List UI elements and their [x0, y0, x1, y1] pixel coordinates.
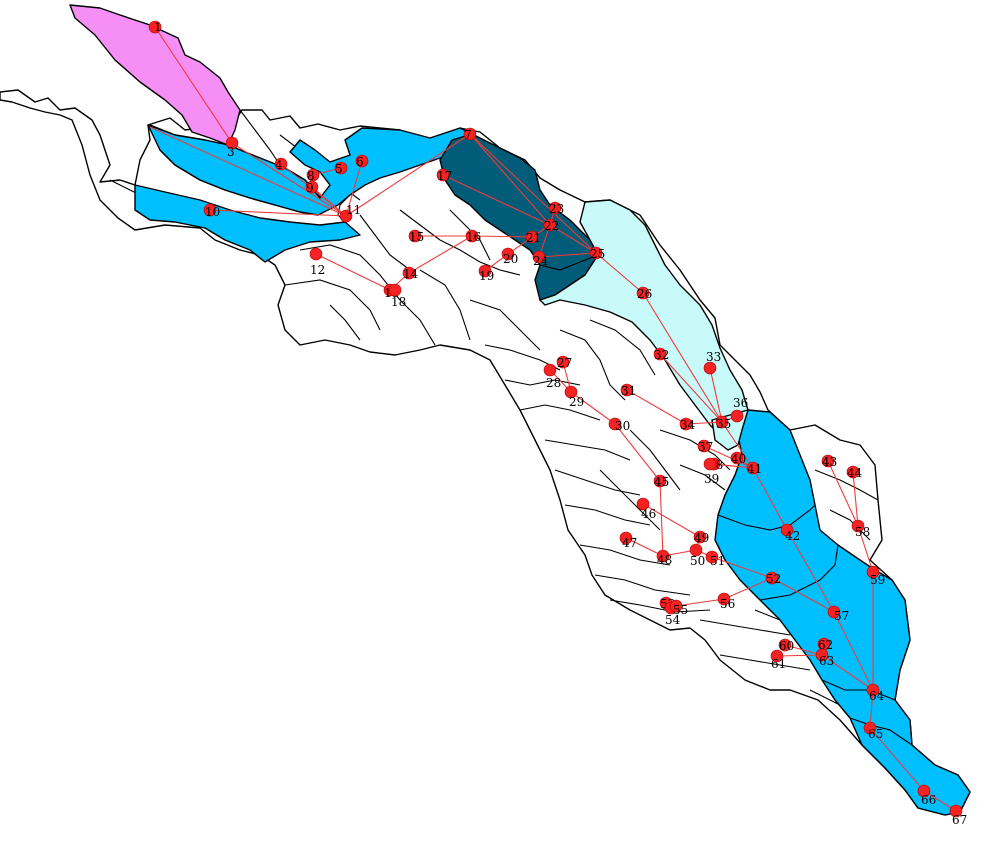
node-label-51: 51	[710, 554, 725, 568]
node-label-48: 48	[657, 553, 672, 567]
node-label-56: 56	[720, 597, 735, 611]
node-label-29: 29	[569, 395, 584, 409]
node-label-44: 44	[847, 466, 863, 480]
node-label-33: 33	[706, 350, 721, 364]
node-label-24: 24	[533, 254, 549, 268]
node-17[interactable]: 17	[437, 169, 452, 183]
node-41[interactable]: 41	[747, 462, 762, 476]
node-43[interactable]: 43	[822, 455, 837, 469]
node-37[interactable]: 37	[698, 440, 713, 454]
node-label-18: 18	[391, 295, 406, 309]
node-label-12: 12	[310, 263, 325, 277]
node-label-57: 57	[834, 609, 849, 623]
node-label-7: 7	[464, 128, 472, 142]
node-label-20: 20	[503, 252, 518, 266]
node-24[interactable]: 24	[533, 251, 549, 268]
node-label-37: 37	[698, 440, 713, 454]
node-40[interactable]: 40	[731, 452, 746, 466]
node-34[interactable]: 34	[680, 418, 696, 432]
node-23[interactable]: 23	[549, 202, 564, 216]
node-label-63: 63	[819, 654, 834, 668]
node-label-45: 45	[654, 475, 669, 489]
node-label-11: 11	[346, 203, 361, 217]
node-48[interactable]: 48	[657, 550, 672, 567]
node-dot-36	[731, 410, 743, 422]
node-label-14: 14	[403, 267, 419, 281]
node-49[interactable]: 49	[694, 531, 709, 545]
node-label-10: 10	[205, 205, 220, 219]
node-label-9: 9	[306, 181, 314, 195]
node-label-36: 36	[733, 396, 748, 410]
node-14[interactable]: 14	[403, 267, 419, 281]
node-35[interactable]: 35	[716, 416, 731, 431]
node-label-32: 32	[654, 348, 669, 362]
node-label-42: 42	[785, 529, 800, 543]
node-label-6: 6	[356, 155, 364, 169]
node-52[interactable]: 52	[766, 572, 781, 586]
node-label-55: 55	[673, 603, 688, 617]
node-60[interactable]: 60	[779, 639, 794, 653]
node-label-66: 66	[921, 793, 936, 807]
node-label-67: 67	[952, 813, 967, 827]
node-label-15: 15	[409, 230, 424, 244]
node-16[interactable]: 16	[466, 230, 481, 244]
node-label-23: 23	[549, 202, 564, 216]
node-label-1: 1	[154, 20, 162, 34]
node-label-3: 3	[227, 145, 235, 159]
node-label-43: 43	[822, 455, 837, 469]
node-label-35: 35	[716, 417, 731, 431]
node-label-59: 59	[870, 573, 885, 587]
node-label-60: 60	[779, 639, 794, 653]
node-dot-12	[310, 248, 322, 260]
node-label-41: 41	[747, 462, 762, 476]
node-55[interactable]: 55	[670, 600, 688, 617]
node-label-46: 46	[641, 507, 656, 521]
node-label-31: 31	[621, 384, 636, 398]
node-dot-28	[544, 364, 556, 376]
node-label-34: 34	[680, 418, 696, 432]
node-44[interactable]: 44	[847, 466, 863, 480]
node-21[interactable]: 21	[526, 231, 541, 245]
node-label-17: 17	[437, 169, 452, 183]
node-label-50: 50	[690, 554, 705, 568]
node-27[interactable]: 27	[557, 356, 572, 370]
node-label-40: 40	[731, 452, 746, 466]
node-25[interactable]: 25	[590, 247, 605, 261]
node-label-39: 39	[704, 472, 719, 486]
node-label-65: 65	[868, 727, 883, 741]
node-label-4: 4	[275, 158, 283, 172]
node-31[interactable]: 31	[621, 384, 636, 398]
node-15[interactable]: 15	[409, 230, 424, 244]
node-label-21: 21	[526, 231, 541, 245]
node-label-47: 47	[622, 536, 637, 550]
node-22[interactable]: 22	[544, 219, 559, 233]
node-label-61: 61	[771, 657, 786, 671]
node-dot-39	[704, 458, 716, 470]
node-label-19: 19	[479, 269, 494, 283]
node-label-64: 64	[869, 689, 885, 703]
node-label-28: 28	[546, 376, 561, 390]
node-67[interactable]: 67	[950, 805, 967, 827]
node-26[interactable]: 26	[637, 287, 652, 301]
node-59[interactable]: 59	[867, 566, 885, 587]
node-label-52: 52	[766, 572, 781, 586]
node-45[interactable]: 45	[654, 475, 669, 489]
node-label-49: 49	[694, 531, 709, 545]
node-label-58: 58	[855, 525, 870, 539]
node-label-30: 30	[615, 419, 630, 433]
node-32[interactable]: 32	[654, 348, 669, 362]
node-label-27: 27	[557, 356, 572, 370]
node-label-26: 26	[637, 287, 652, 301]
node-label-25: 25	[590, 247, 605, 261]
node-10[interactable]: 10	[204, 204, 220, 219]
node-label-5: 5	[335, 162, 343, 176]
node-label-22: 22	[544, 219, 559, 233]
node-label-16: 16	[466, 230, 481, 244]
